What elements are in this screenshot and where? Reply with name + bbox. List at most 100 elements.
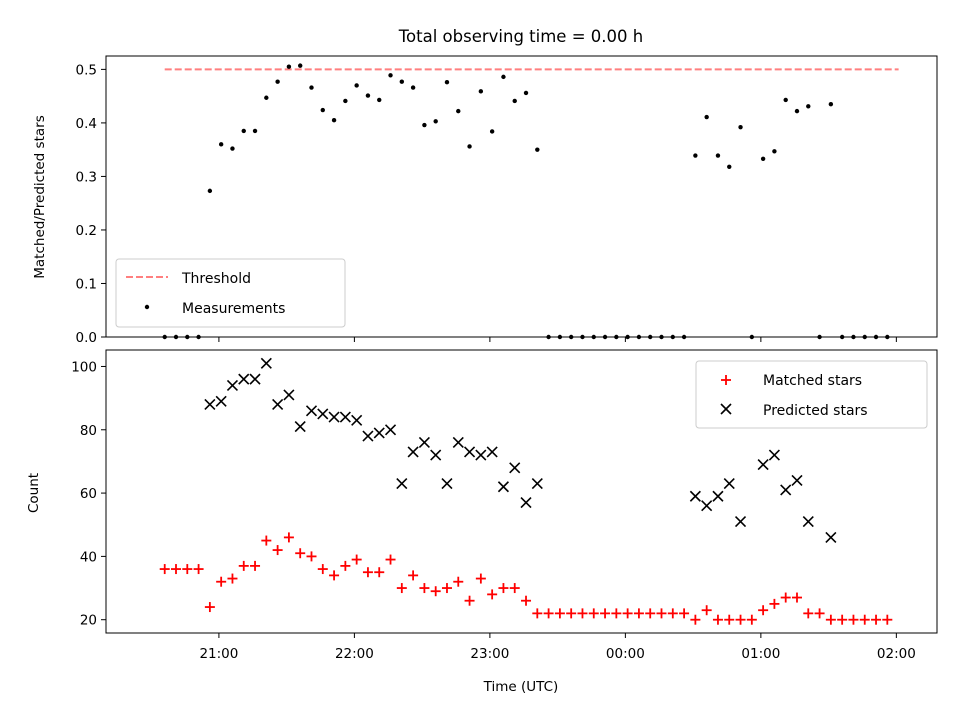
x-axis-label: Time (UTC)	[483, 679, 559, 695]
y-tick-label-ratio: 0.4	[76, 116, 97, 132]
matched-star-point	[283, 532, 294, 543]
predicted-star-mark-b	[272, 398, 284, 411]
predicted-star-mark-b	[768, 449, 780, 461]
measurement-point	[309, 85, 314, 90]
measurement-point	[467, 144, 472, 149]
predicted-star-mark-b	[328, 411, 340, 423]
measurement-point	[331, 118, 337, 123]
matched-star-point	[182, 564, 193, 575]
matched-star-point	[667, 608, 678, 619]
matched-star-point	[791, 592, 802, 603]
predicted-star-mark-b	[463, 446, 476, 458]
matched-star-point	[193, 564, 204, 575]
measurement-point	[298, 63, 303, 68]
predicted-star-mark-b	[283, 389, 295, 401]
measurement-point	[760, 156, 766, 161]
predicted-star-point	[452, 436, 464, 448]
matched-star-point	[374, 567, 385, 578]
x-axis-ticks: 21:00 22:00 23:00 00:00 01:00 02:00	[199, 633, 916, 662]
matched-star-point	[724, 614, 735, 625]
predicted-star-point	[486, 446, 498, 458]
matched-star-point	[340, 560, 351, 571]
matched-star-point	[453, 576, 464, 587]
predicted-star-mark-b	[362, 430, 374, 442]
predicted-star-point	[791, 474, 803, 486]
x-tick-label: 22:00	[335, 646, 374, 662]
matched-star-point	[848, 614, 859, 625]
top-panel: Total observing time = 0.00 h Matched/Pr…	[32, 27, 938, 346]
predicted-star-point	[768, 449, 780, 461]
matched-star-point	[566, 608, 577, 619]
measurement-point	[354, 83, 359, 88]
y-axis-label-count: Count	[26, 473, 42, 513]
matched-star-point	[238, 560, 249, 571]
x-axis-ticks-top	[218, 337, 897, 342]
matched-star-point	[464, 595, 475, 606]
predicted-star-point	[384, 424, 397, 436]
matched-star-point	[295, 548, 306, 559]
matched-star-point	[701, 605, 712, 616]
matched-star-point	[577, 608, 588, 619]
y-tick-label-count: 20	[80, 613, 97, 629]
predicted-star-point	[475, 449, 487, 461]
measurement-point	[523, 90, 529, 96]
measurement-point	[693, 153, 698, 158]
measurement-point	[478, 89, 484, 94]
predicted-star-point	[362, 430, 374, 442]
measurement-point	[444, 80, 450, 85]
matched-star-point	[408, 570, 419, 581]
predicted-star-point	[802, 516, 814, 528]
predicted-star-mark-b	[339, 411, 351, 423]
matched-star-point	[814, 608, 825, 619]
plot-area-count	[159, 357, 893, 625]
matched-star-point	[780, 592, 791, 603]
legend-predicted-label: Predicted stars	[763, 403, 868, 419]
predicted-star-mark-b	[384, 424, 397, 436]
matched-star-point	[362, 567, 373, 578]
measurement-point	[343, 98, 348, 104]
predicted-star-mark-b	[825, 531, 837, 543]
matched-star-point	[803, 608, 814, 619]
predicted-star-mark-b	[475, 449, 487, 461]
predicted-star-point	[204, 398, 216, 411]
y-axis-ticks-count: 20 40 60 80 100	[71, 359, 106, 629]
matched-star-point	[419, 583, 430, 594]
legend-matched-swatch	[721, 375, 731, 385]
matched-star-point	[746, 614, 757, 625]
predicted-star-mark-b	[317, 408, 329, 420]
predicted-star-mark-b	[373, 427, 385, 439]
predicted-star-mark-b	[396, 478, 408, 490]
predicted-star-mark-b	[305, 405, 318, 417]
predicted-star-point	[249, 373, 261, 385]
measurement-point	[806, 104, 811, 109]
matched-star-point	[554, 608, 565, 619]
predicted-star-mark-b	[531, 478, 543, 490]
predicted-star-point	[520, 497, 532, 509]
measurement-point	[286, 64, 292, 69]
predicted-star-point	[396, 478, 408, 490]
measurement-point	[772, 149, 777, 154]
measurement-point	[410, 85, 416, 90]
matched-star-point	[712, 614, 723, 625]
matched-star-point	[769, 598, 780, 609]
predicted-star-mark-b	[757, 459, 769, 471]
predicted-star-mark-b	[802, 516, 814, 528]
measurement-point	[783, 97, 788, 103]
matched-star-point	[487, 589, 498, 600]
predicted-star-point	[689, 490, 701, 502]
matched-star-point	[882, 614, 893, 625]
measurement-point	[320, 107, 325, 113]
predicted-star-point	[497, 481, 510, 493]
predicted-star-mark-b	[497, 481, 510, 493]
measurement-point	[456, 108, 461, 114]
predicted-star-point	[260, 357, 272, 369]
legend-measurements-label: Measurements	[182, 301, 285, 317]
matched-star-point	[306, 551, 317, 562]
x-tick-label: 02:00	[877, 646, 916, 662]
predicted-star-point	[215, 395, 227, 407]
measurement-point	[704, 114, 709, 120]
measurement-point	[218, 142, 224, 147]
predicted-star-mark-b	[452, 436, 464, 448]
predicted-star-point	[441, 478, 453, 490]
